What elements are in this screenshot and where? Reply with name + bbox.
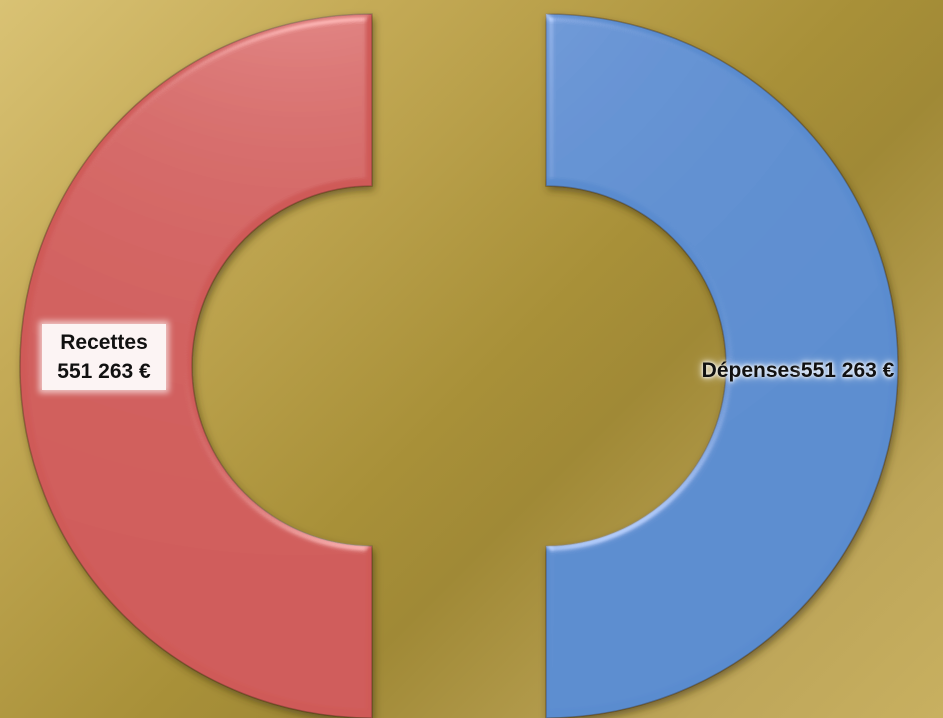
slice-label-depenses-name: Dépenses (701, 359, 801, 382)
slice-label-recettes: Recettes 551 263 € (42, 324, 166, 390)
slice-recettes (19, 13, 373, 718)
slice-label-recettes-value: 551 263 € (57, 360, 151, 383)
slice-label-depenses-value: 551 263 € (800, 359, 895, 382)
slice-depenses (545, 13, 899, 718)
slice-label-recettes-name: Recettes (60, 331, 148, 354)
slice-label-depenses: Dépenses551 263 € (656, 356, 940, 385)
